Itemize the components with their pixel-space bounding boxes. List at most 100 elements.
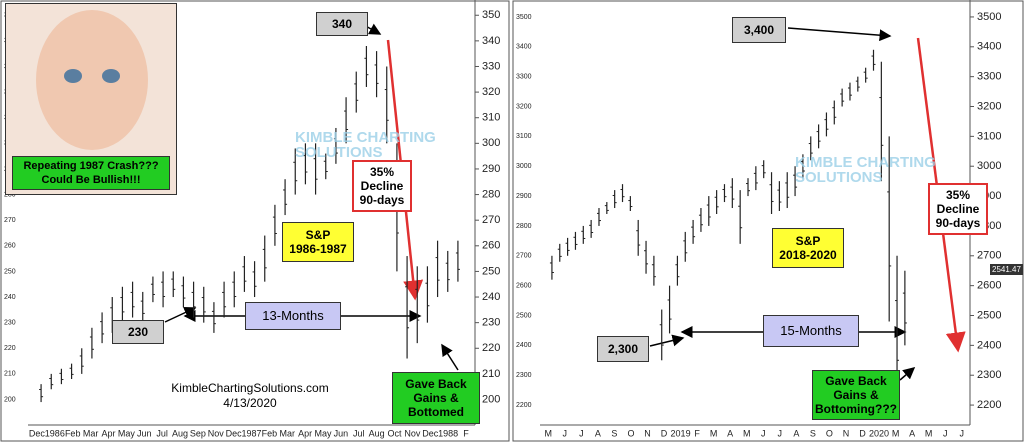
y-tick-label: 260	[482, 240, 500, 252]
x-tick-label: 1986	[45, 428, 65, 438]
x-tick-label: S	[810, 428, 816, 438]
bottom-label: Gave Back Gains & Bottomed	[392, 372, 480, 424]
x-tick-label: Jun	[334, 428, 349, 438]
low-label: 230	[112, 320, 164, 344]
y-tick-label: 260	[4, 243, 16, 250]
y-tick-label: 270	[4, 217, 16, 224]
y-tick-label: 300	[482, 137, 500, 149]
face	[36, 10, 148, 150]
x-tick-label: D	[859, 428, 866, 438]
x-tick-label: S	[611, 428, 617, 438]
y-tick-label: 2600	[977, 280, 1001, 292]
x-tick-label: A	[595, 428, 601, 438]
y-tick-label: 250	[482, 265, 500, 277]
arrow	[899, 367, 916, 381]
x-tick-label: 2020	[869, 428, 889, 438]
x-tick-label: D	[661, 428, 668, 438]
x-tick-label: 1987	[241, 428, 261, 438]
x-tick-label: O	[826, 428, 833, 438]
arrow	[787, 27, 892, 42]
bottom-label: Gave Back Gains & Bottoming???	[812, 370, 900, 420]
line: Gains &	[833, 388, 879, 402]
panel-frame	[0, 0, 510, 442]
y-tick-label: 270	[482, 214, 500, 226]
x-tick-label: Nov	[208, 428, 225, 438]
x-tick-label: Oct	[388, 428, 403, 438]
watermark: KIMBLE CHARTING SOLUTIONS	[295, 130, 436, 160]
x-tick-label: Jun	[137, 428, 152, 438]
y-tick-label: 3000	[516, 163, 532, 170]
x-tick-label: M	[892, 428, 900, 438]
x-tick-label: 1988	[438, 428, 458, 438]
line: 1986-1987	[289, 242, 347, 256]
y-tick-label: 200	[4, 396, 16, 403]
y-tick-label: 340	[482, 35, 500, 47]
price-tag: 2541.47	[990, 264, 1023, 275]
watermark-line: SOLUTIONS	[795, 169, 883, 186]
y-tick-label: 2400	[516, 342, 532, 349]
y-tick-label: 3100	[977, 130, 1001, 142]
line: S&P	[305, 228, 331, 242]
peak-label: 3,400	[732, 17, 786, 43]
x-tick-label: Jul	[353, 428, 365, 438]
caption: Repeating 1987 Crash???	[23, 160, 159, 172]
x-tick-label: M	[545, 428, 553, 438]
caption-box: Repeating 1987 Crash??? Could Be Bullish…	[12, 156, 170, 190]
x-tick-label: J	[943, 428, 948, 438]
y-tick-label: 2300	[516, 372, 532, 379]
x-tick-label: O	[627, 428, 634, 438]
y-tick-label: 3500	[977, 11, 1001, 23]
y-tick-label: 3400	[516, 44, 532, 51]
line: 90-days	[935, 216, 981, 230]
y-tick-label: 330	[482, 60, 500, 72]
span-label: 15-Months	[763, 315, 859, 347]
line: 35%	[945, 188, 971, 202]
peak-label: 340	[316, 12, 368, 36]
line: Gains &	[413, 391, 459, 405]
y-tick-label: 240	[4, 294, 16, 301]
x-tick-label: Dec	[422, 428, 439, 438]
x-tick-label: Aug	[172, 428, 188, 438]
y-tick-label: 310	[482, 112, 500, 124]
line: Gave Back	[405, 377, 467, 391]
line: 90-days	[359, 193, 405, 207]
chart-label: S&P 2018-2020	[772, 228, 844, 268]
arrow	[164, 307, 197, 323]
y-tick-label: 3000	[977, 160, 1001, 172]
y-tick-label: 3100	[516, 133, 532, 140]
date: 4/13/2020	[223, 396, 277, 410]
y-tick-label: 350	[482, 9, 500, 21]
x-tick-label: M	[743, 428, 751, 438]
x-tick-label: Apr	[298, 428, 312, 438]
x-tick-label: Mar	[280, 428, 296, 438]
watermark-line: KIMBLE CHARTING	[795, 154, 936, 171]
x-tick-label: Feb	[262, 428, 278, 438]
y-tick-label: 3300	[516, 73, 532, 80]
y-tick-label: 290	[482, 163, 500, 175]
x-tick-label: Sep	[190, 428, 206, 438]
line: Bottomed	[408, 405, 464, 419]
chart-label: S&P 1986-1987	[282, 222, 354, 262]
y-tick-label: 2200	[977, 399, 1001, 411]
watermark-line: SOLUTIONS	[295, 144, 383, 161]
y-tick-label: 3400	[977, 41, 1001, 53]
x-tick-label: J	[761, 428, 766, 438]
line: Decline	[936, 202, 980, 216]
line: 2018-2020	[779, 248, 837, 262]
y-tick-label: 3300	[977, 71, 1001, 83]
x-tick-label: N	[644, 428, 651, 438]
x-tick-label: May	[118, 428, 136, 438]
y-tick-label: 2500	[516, 312, 532, 319]
y-tick-label: 220	[482, 342, 500, 354]
y-tick-label: 3500	[516, 14, 532, 21]
y-tick-label: 2500	[977, 309, 1001, 321]
x-tick-label: M	[710, 428, 718, 438]
x-tick-label: Apr	[101, 428, 115, 438]
x-tick-label: J	[778, 428, 783, 438]
x-tick-label: Dec	[226, 428, 243, 438]
decline-box: 35% Decline 90-days	[352, 160, 412, 212]
y-tick-label: 220	[4, 345, 16, 352]
x-tick-label: F	[463, 428, 469, 438]
x-tick-label: A	[793, 428, 799, 438]
